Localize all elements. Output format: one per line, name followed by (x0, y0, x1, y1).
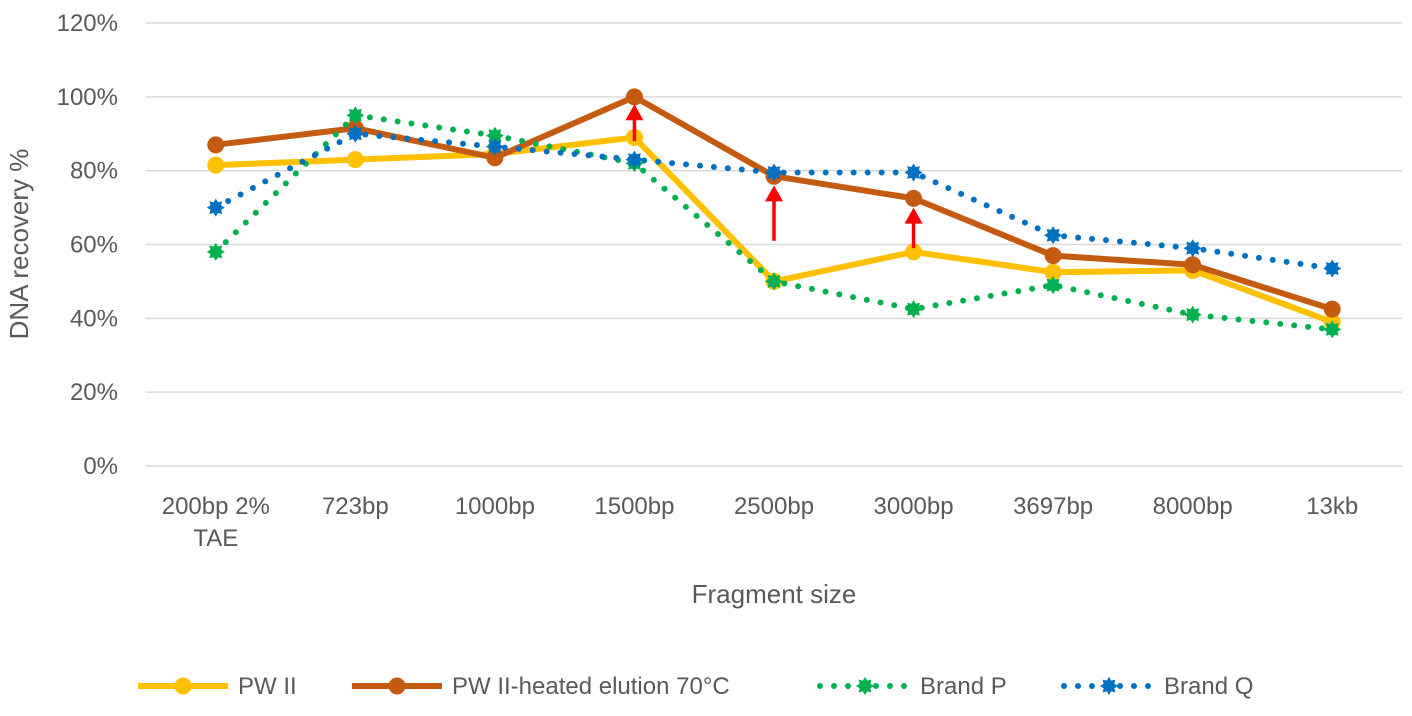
annotation-arrow (905, 208, 923, 249)
y-tick-label: 20% (70, 379, 118, 406)
x-tick-label: 1500bp (594, 493, 674, 520)
x-tick-label: 1000bp (455, 493, 535, 520)
data-point (626, 89, 642, 105)
legend-swatch-marker (1100, 677, 1118, 695)
legend: PW II PW II-heated elution 70°C Brand P Bra… (138, 673, 1253, 700)
data-point (1323, 260, 1341, 278)
legend-item: Brand Q (1064, 673, 1253, 700)
data-point (1324, 301, 1340, 317)
x-axis-ticks: 200bp 2% TAE 723bp 1000bp 1500bp 2500bp 3000bp… (162, 493, 1359, 552)
data-point (765, 272, 783, 290)
data-point (208, 137, 224, 153)
data-point (1184, 239, 1202, 257)
y-tick-label: 120% (57, 10, 118, 37)
data-point (347, 152, 363, 168)
data-point (1045, 248, 1061, 264)
legend-label: Brand P (920, 673, 1007, 700)
data-point (486, 138, 504, 156)
gridlines (146, 23, 1402, 466)
data-point (765, 164, 783, 182)
legend-label: PW II (238, 673, 297, 700)
data-point (1184, 306, 1202, 324)
x-tick-label: 723bp (322, 493, 389, 520)
y-axis-label: DNA recovery % (4, 149, 34, 340)
annotation-arrow (765, 185, 783, 240)
legend-swatch-marker (175, 678, 191, 694)
x-tick-label: 3697bp (1013, 493, 1093, 520)
y-tick-label: 100% (57, 84, 118, 111)
legend-item: PW II-heated elution 70°C (352, 673, 730, 700)
data-point (1323, 320, 1341, 338)
legend-swatch-marker (856, 677, 874, 695)
x-tick-label: 200bp 2% TAE (162, 493, 270, 552)
data-point (905, 164, 923, 182)
data-point (625, 151, 643, 169)
arrow-head (765, 185, 783, 201)
y-tick-label: 40% (70, 305, 118, 332)
data-point (1185, 257, 1201, 273)
legend-label: Brand Q (1164, 673, 1253, 700)
data-point (1044, 276, 1062, 294)
x-tick-label: 3000bp (874, 493, 954, 520)
x-axis-label: Fragment size (692, 579, 857, 609)
y-tick-label: 80% (70, 158, 118, 185)
data-point (905, 300, 923, 318)
y-tick-label: 0% (83, 453, 118, 480)
legend-item: PW II (138, 673, 297, 700)
x-tick-label: 2500bp (734, 493, 814, 520)
legend-item: Brand P (820, 673, 1007, 700)
x-tick-label: 13kb (1306, 493, 1358, 520)
y-axis-ticks: 0% 20% 40% 60% 80% 100% 120% (57, 10, 118, 480)
data-point (906, 190, 922, 206)
x-tick-label: 8000bp (1153, 493, 1233, 520)
data-point (346, 106, 364, 124)
data-point (208, 157, 224, 173)
data-point (207, 199, 225, 217)
data-point (207, 243, 225, 261)
data-point (346, 125, 364, 143)
data-point (1044, 226, 1062, 244)
arrow-head (625, 104, 643, 120)
legend-label: PW II-heated elution 70°C (452, 673, 730, 700)
legend-swatch-marker (389, 678, 405, 694)
arrow-head (905, 208, 923, 224)
y-tick-label: 60% (70, 232, 118, 259)
